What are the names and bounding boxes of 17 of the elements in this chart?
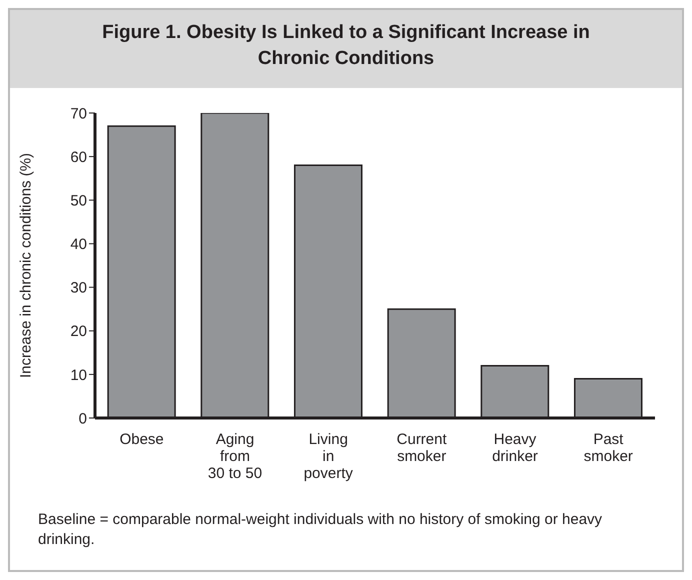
y-tick-label: 30 [70, 280, 87, 297]
chart-title: Figure 1. Obesity Is Linked to a Significant Increase in Chronic Conditions [10, 10, 682, 88]
y-tick-label: 20 [70, 323, 87, 340]
y-tick-label: 0 [78, 410, 87, 428]
x-tick-label: Aging from 30 to 50 [208, 431, 262, 482]
x-tick-label: Past smoker [584, 431, 633, 465]
y-axis-title: Increase in chronic conditions (%) [17, 152, 34, 378]
x-tick-label: Heavy drinker [492, 431, 538, 465]
x-tick-label: Obese [120, 431, 164, 448]
x-tick-label: Current smoker [396, 431, 448, 465]
y-tick-label: 60 [70, 148, 87, 166]
y-tick-label: 70 [70, 105, 87, 122]
text: Baseline = comparable normal-weight individuals with no history of smoking or heavy drinking. [37, 510, 604, 550]
y-tick-label: 10 [70, 366, 87, 384]
y-tick-label: 40 [70, 236, 87, 254]
y-tick-label: 50 [70, 192, 87, 210]
x-tick-label: Living in poverty [304, 431, 354, 482]
